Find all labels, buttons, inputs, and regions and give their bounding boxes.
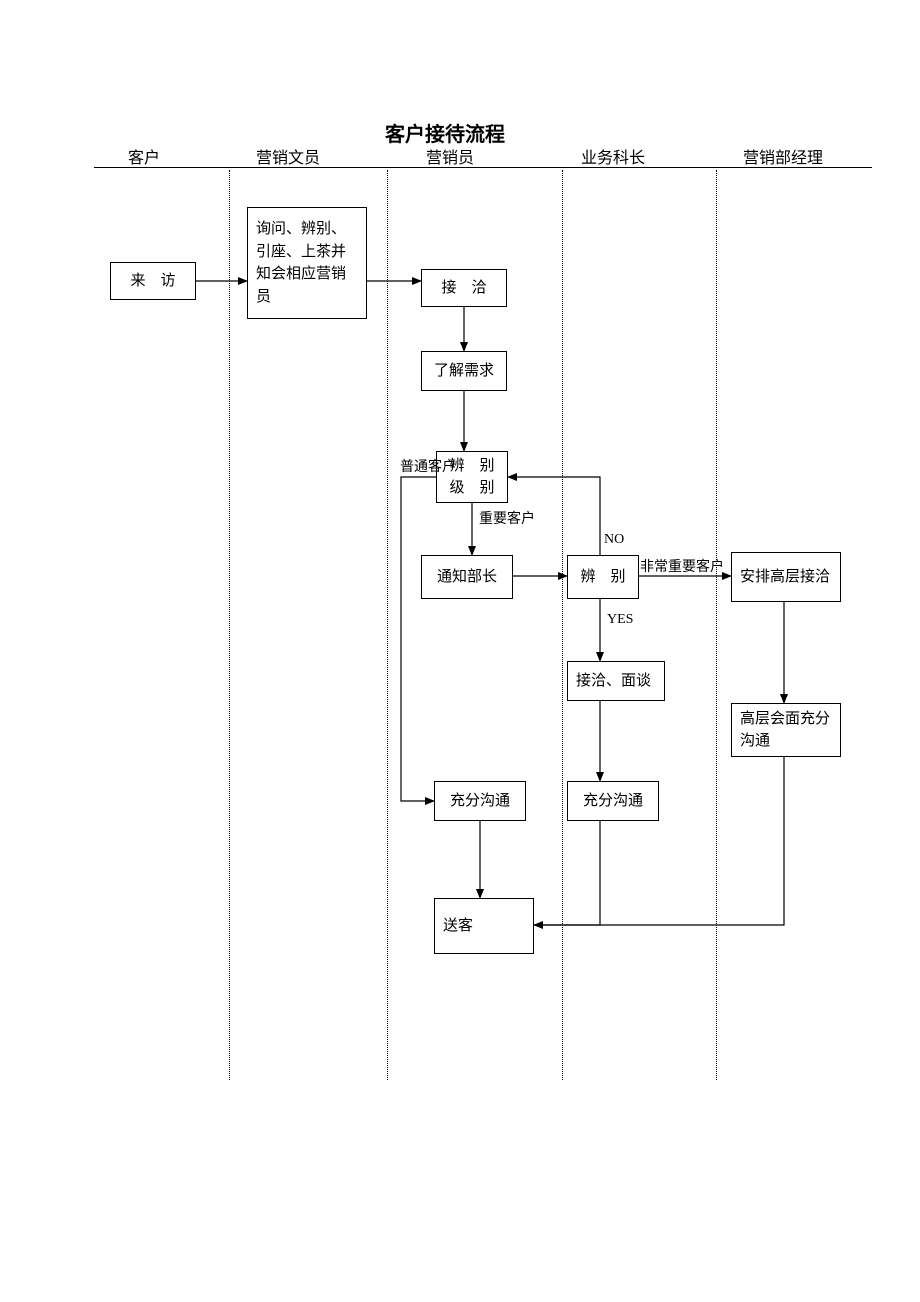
edge-label-1: 重要客户 [479, 508, 535, 528]
node-visit: 来 访 [110, 262, 196, 300]
edge-label-2: NO [604, 532, 624, 548]
edge-label-0: 普通客户 [400, 456, 456, 476]
edge-e12 [401, 477, 436, 801]
edge-e13 [534, 821, 600, 925]
node-seniorcomm: 高层会面充分沟通 [731, 703, 841, 757]
lane-separator [387, 170, 388, 1080]
lane-header-0: 客户 [128, 144, 160, 168]
lane-separator [229, 170, 230, 1080]
node-interview: 接洽、面谈 [567, 661, 665, 701]
edges-layer [0, 0, 920, 1302]
lane-header-1: 营销文员 [256, 144, 320, 168]
flowchart-canvas: 客户接待流程 客户 营销文员 营销员 业务科长 营销部经理 来 访 询问、辨别、引座、上茶… [0, 0, 920, 1302]
node-comm1: 充分沟通 [434, 781, 526, 821]
node-sendoff: 送客 [434, 898, 534, 954]
node-clerk: 询问、辨别、引座、上茶并知会相应营销员 [247, 207, 367, 319]
node-notify: 通知部长 [421, 555, 513, 599]
node-classify2: 辨 别 [567, 555, 639, 599]
lane-header-2: 营销员 [426, 144, 474, 168]
diagram-title: 客户接待流程 [385, 118, 505, 147]
lane-separator [716, 170, 717, 1080]
lane-header-4: 营销部经理 [743, 144, 823, 168]
lane-header-3: 业务科长 [581, 144, 645, 168]
edge-label-4: YES [607, 612, 633, 628]
node-meet: 接 洽 [421, 269, 507, 307]
lane-separator [562, 170, 563, 1080]
node-need: 了解需求 [421, 351, 507, 391]
node-arrange: 安排高层接洽 [731, 552, 841, 602]
node-comm2: 充分沟通 [567, 781, 659, 821]
edge-label-3: 非常重要客户 [640, 556, 724, 576]
